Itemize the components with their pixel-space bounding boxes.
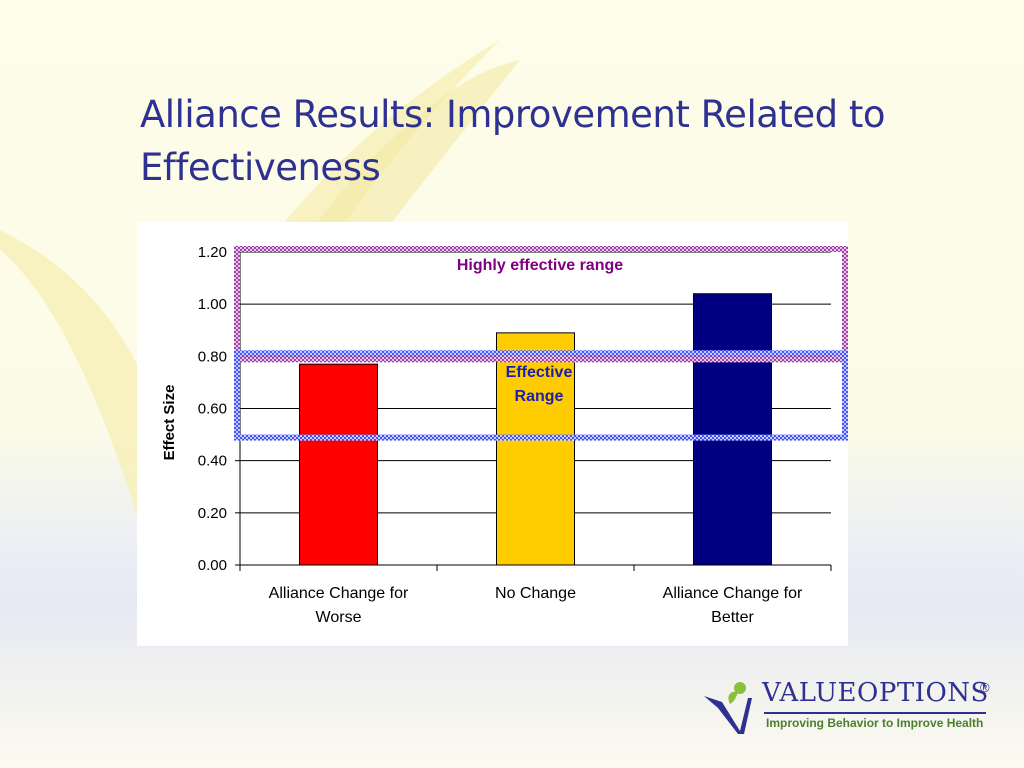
range-band — [234, 246, 848, 363]
check-leaf-icon — [704, 682, 752, 734]
range-label: Effective — [506, 364, 573, 381]
logo-tagline: Improving Behavior to Improve Health — [766, 716, 984, 730]
x-category-label: Better — [711, 609, 754, 626]
x-category-label: No Change — [495, 585, 576, 602]
y-tick-label: 0.20 — [198, 505, 227, 522]
logo-name: VALUEOPTIONS — [762, 678, 989, 708]
y-tick-label: 0.60 — [198, 401, 227, 418]
valueoptions-logo: VALUEOPTIONS ® Improving Behavior to Imp… — [700, 676, 1000, 736]
bar — [693, 293, 772, 566]
y-tick-label: 0.00 — [198, 557, 227, 574]
y-axis-title: Effect Size — [161, 385, 178, 461]
bar — [299, 363, 378, 566]
slide-title: Alliance Results: Improvement Related to… — [140, 93, 886, 189]
y-tick-label: 0.40 — [198, 453, 227, 470]
range-band — [234, 350, 848, 441]
logo-rule — [764, 712, 986, 714]
x-category-label: Worse — [316, 609, 362, 626]
bar-chart: 0.00 0.20 0.40 0.60 0.80 1.00 1.20 Alliance Cha… — [161, 244, 848, 626]
registered-mark: ® — [980, 680, 990, 695]
range-label: Range — [515, 388, 564, 405]
range-label: Highly effective range — [457, 257, 623, 274]
bar — [496, 332, 575, 566]
y-tick-label: 0.80 — [198, 348, 227, 365]
y-tick-label: 1.00 — [198, 296, 227, 313]
x-category-label: Alliance Change for — [269, 585, 409, 602]
chart-panel: 0.00 0.20 0.40 0.60 0.80 1.00 1.20 Alliance Cha… — [137, 222, 848, 646]
x-category-label: Alliance Change for — [663, 585, 803, 602]
y-tick-label: 1.20 — [198, 244, 227, 261]
